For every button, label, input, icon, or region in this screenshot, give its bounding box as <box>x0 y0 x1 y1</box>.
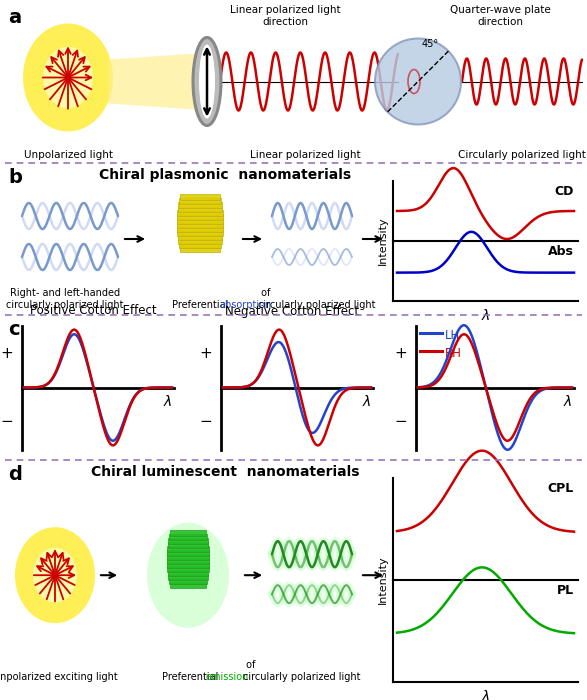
Text: LH: LH <box>445 329 460 342</box>
Text: Preferential: Preferential <box>172 300 228 310</box>
Text: Preferential: Preferential <box>162 672 218 682</box>
Polygon shape <box>167 546 208 552</box>
Text: Circularly polarized light: Circularly polarized light <box>458 150 586 160</box>
Polygon shape <box>169 578 207 584</box>
Text: c: c <box>8 320 19 339</box>
Text: a: a <box>8 8 21 27</box>
Polygon shape <box>177 218 223 224</box>
Text: −: − <box>0 414 13 429</box>
Text: Chiral plasmonic  nanomaterials: Chiral plasmonic nanomaterials <box>99 168 351 182</box>
Ellipse shape <box>193 38 221 125</box>
Text: Positive Cotton Effect: Positive Cotton Effect <box>30 304 156 318</box>
Polygon shape <box>177 222 223 228</box>
Polygon shape <box>179 242 221 248</box>
Text: λ: λ <box>363 395 371 409</box>
Text: λ: λ <box>481 309 490 323</box>
Polygon shape <box>179 198 221 204</box>
Text: λ: λ <box>564 395 572 409</box>
Ellipse shape <box>199 45 215 118</box>
Text: Linear polarized light: Linear polarized light <box>249 150 360 160</box>
Text: λ: λ <box>164 395 172 409</box>
Text: −: − <box>199 414 212 429</box>
Text: Abs: Abs <box>548 245 574 258</box>
Polygon shape <box>169 534 207 540</box>
Text: 45°: 45° <box>422 39 439 49</box>
Text: emission: emission <box>205 672 248 682</box>
Text: CD: CD <box>555 185 574 198</box>
Polygon shape <box>167 566 208 572</box>
Polygon shape <box>167 562 209 568</box>
Polygon shape <box>177 230 222 236</box>
Polygon shape <box>168 542 208 548</box>
Ellipse shape <box>43 47 93 108</box>
Text: Chiral luminescent  nanomaterials: Chiral luminescent nanomaterials <box>91 465 359 479</box>
Polygon shape <box>177 226 223 232</box>
Text: Intensity: Intensity <box>378 556 388 604</box>
Text: +: + <box>394 346 407 360</box>
Polygon shape <box>178 202 221 208</box>
Polygon shape <box>177 214 223 220</box>
Polygon shape <box>180 194 220 200</box>
Text: RH: RH <box>445 347 462 360</box>
Text: of
circularly polarized light: of circularly polarized light <box>258 288 376 310</box>
Polygon shape <box>167 554 209 560</box>
Polygon shape <box>170 582 206 588</box>
Text: b: b <box>8 168 22 187</box>
Polygon shape <box>108 53 196 109</box>
Text: Unpolarized light: Unpolarized light <box>23 150 113 160</box>
Polygon shape <box>177 210 222 216</box>
Ellipse shape <box>147 523 229 628</box>
Ellipse shape <box>33 548 77 603</box>
Text: Unpolarized exciting light: Unpolarized exciting light <box>0 672 117 682</box>
Polygon shape <box>180 246 220 252</box>
Polygon shape <box>170 530 206 536</box>
Text: Negative Cotton Effect: Negative Cotton Effect <box>225 304 359 318</box>
Text: +: + <box>0 346 13 360</box>
Ellipse shape <box>23 24 113 132</box>
Text: of
circularly polarized light: of circularly polarized light <box>243 660 360 682</box>
Text: λ: λ <box>481 690 490 700</box>
Polygon shape <box>178 238 221 244</box>
Polygon shape <box>168 538 208 544</box>
Text: PL: PL <box>557 584 574 597</box>
Circle shape <box>375 38 461 125</box>
Polygon shape <box>168 570 208 576</box>
Text: −: − <box>394 414 407 429</box>
Text: absorption: absorption <box>219 300 271 310</box>
Text: Right- and left-handed
circularly polarized light: Right- and left-handed circularly polari… <box>6 288 124 310</box>
Polygon shape <box>167 550 209 556</box>
Text: CPL: CPL <box>548 482 574 495</box>
Text: Quarter-wave plate
direction: Quarter-wave plate direction <box>450 5 551 27</box>
Text: +: + <box>199 346 212 360</box>
Polygon shape <box>178 206 222 212</box>
Polygon shape <box>178 234 222 240</box>
Text: Intensity: Intensity <box>378 217 388 265</box>
Text: Linear polarized light
direction: Linear polarized light direction <box>230 5 340 27</box>
Polygon shape <box>168 574 208 580</box>
Ellipse shape <box>15 527 95 623</box>
Text: d: d <box>8 465 22 484</box>
Polygon shape <box>167 558 209 564</box>
